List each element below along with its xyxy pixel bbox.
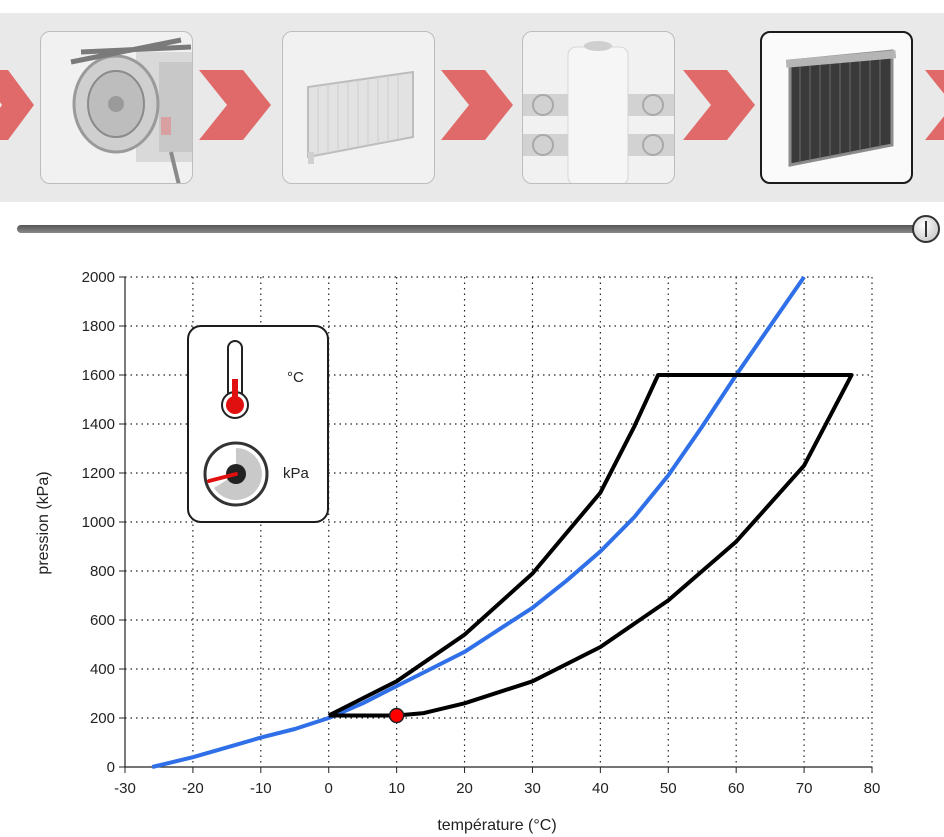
y-tick-label: 1600 [82, 367, 115, 384]
y-tick-label: 2000 [82, 269, 115, 286]
x-tick-label: 10 [388, 780, 405, 797]
y-tick-label: 600 [90, 612, 115, 629]
x-tick-label: 60 [728, 780, 745, 797]
y-tick-label: 1200 [82, 465, 115, 482]
x-tick-label: -20 [182, 780, 204, 797]
x-tick-label: -10 [250, 780, 272, 797]
x-tick-label: 30 [524, 780, 541, 797]
compressor-image [70, 37, 192, 183]
y-tick-label: 0 [107, 759, 115, 776]
pressure-gauge-icon [203, 441, 269, 507]
y-axis-label: pression (kPa) [35, 471, 52, 574]
y-tick-label: 200 [90, 710, 115, 727]
thermometer-icon [221, 340, 249, 419]
refrigeration-cycle-line [327, 373, 854, 718]
x-tick-label: 0 [325, 780, 333, 797]
y-tick-label: 1000 [82, 514, 115, 531]
y-tick-label: 1800 [82, 318, 115, 335]
step-card-compressor[interactable] [40, 31, 193, 184]
x-tick-label: 70 [796, 780, 813, 797]
pressure-unit: kPa [283, 465, 309, 482]
step-arrow-icon [683, 70, 755, 140]
x-tick-label: 20 [456, 780, 473, 797]
units-legend: °C kPa [187, 325, 329, 523]
step-card-evaporator[interactable] [760, 31, 913, 184]
evaporator-image [785, 49, 897, 167]
temperature-unit: °C [287, 369, 304, 386]
y-tick-label: 1400 [82, 416, 115, 433]
step-arrow-icon [0, 70, 34, 140]
condenser-image [307, 70, 414, 164]
pressure-temperature-chart: -30 -20 -10 0 10 20 30 40 50 60 70 8002004006008001… [35, 269, 881, 834]
slider-handle[interactable] [912, 215, 940, 243]
slider-track[interactable] [17, 225, 927, 233]
x-tick-label: 40 [592, 780, 609, 797]
y-tick-label: 800 [90, 563, 115, 580]
step-arrow-icon [441, 70, 513, 140]
process-step-strip [0, 13, 944, 202]
x-tick-label: -30 [114, 780, 136, 797]
x-tick-label: 80 [864, 780, 881, 797]
x-axis-label: température (°C) [437, 817, 556, 834]
x-tick-label: 50 [660, 780, 677, 797]
step-card-condenser[interactable] [282, 31, 435, 184]
expansion-valve-image [523, 41, 674, 183]
cycle-position-slider[interactable] [17, 215, 940, 243]
state-point-marker[interactable] [388, 707, 405, 724]
step-arrow-icon [199, 70, 271, 140]
step-card-expansion-valve[interactable] [522, 31, 675, 184]
saturation-curve [151, 275, 806, 769]
step-arrow-icon [925, 70, 944, 140]
y-tick-label: 400 [90, 661, 115, 678]
